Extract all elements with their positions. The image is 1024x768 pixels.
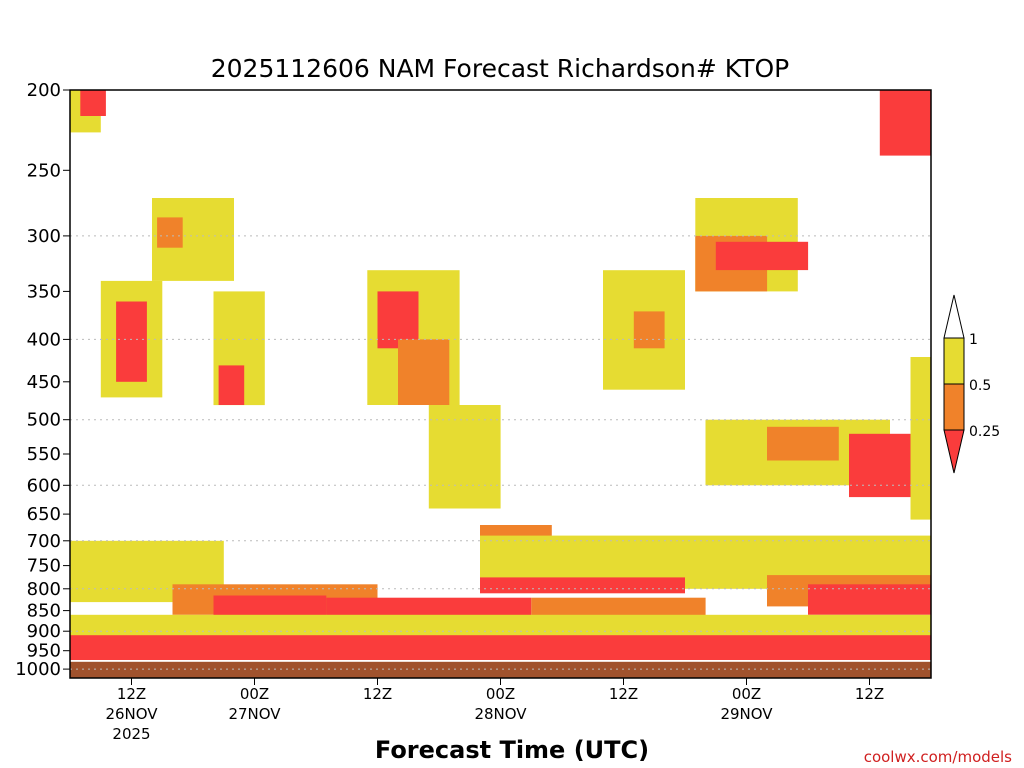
- x-tick-label: 12Z: [609, 685, 638, 703]
- ri-region: [80, 90, 106, 116]
- chart-title: 2025112606 NAM Forecast Richardson# KTOP: [211, 54, 790, 83]
- y-tick-label: 850: [27, 601, 61, 622]
- source-credit: coolwx.com/models: [864, 748, 1012, 766]
- x-tick-date: 27NOV: [228, 705, 281, 723]
- y-tick-label: 600: [27, 475, 61, 496]
- ri-region: [428, 405, 501, 509]
- x-tick-label: 00Z: [486, 685, 515, 703]
- x-tick-label: 00Z: [240, 685, 269, 703]
- x-axis-label: Forecast Time (UTC): [375, 736, 649, 764]
- ri-region: [398, 339, 450, 405]
- x-tick-label: 12Z: [117, 685, 146, 703]
- y-tick-label: 200: [27, 80, 61, 101]
- y-tick-label: 950: [27, 641, 61, 662]
- x-tick-date: 29NOV: [720, 705, 773, 723]
- ri-region: [767, 426, 839, 461]
- ri-region: [377, 291, 419, 349]
- colorbar-bin: [943, 383, 965, 431]
- y-tick-label: 650: [27, 504, 61, 525]
- x-tick-label: 12Z: [855, 685, 884, 703]
- ri-region: [157, 217, 183, 248]
- x-tick-date: 28NOV: [474, 705, 527, 723]
- colorbar: 1 0.5 0.25: [943, 294, 1000, 474]
- y-tick-label: 250: [27, 160, 61, 181]
- ri-region: [910, 357, 931, 520]
- ri-region: [70, 614, 931, 640]
- colorbar-bin: [943, 337, 965, 385]
- x-tick-date: 26NOV: [105, 705, 158, 723]
- y-tick-label: 550: [27, 444, 61, 465]
- y-tick-label: 700: [27, 531, 61, 552]
- ri-region: [70, 635, 931, 660]
- y-tick-label: 1000: [15, 659, 61, 680]
- ri-region: [808, 584, 931, 615]
- colorbar-level-label: 1: [969, 332, 978, 348]
- x-tick-label: 00Z: [732, 685, 761, 703]
- plot-area: [69, 89, 932, 679]
- ri-region: [633, 311, 665, 349]
- y-axis: 200 250 300 350 400 450 500 550 600 650 700 7508008…: [15, 80, 70, 680]
- ri-region: [879, 90, 932, 156]
- x-tick-year: 2025: [112, 725, 150, 743]
- colorbar-top-arrow: [943, 294, 965, 339]
- y-tick-label: 800: [27, 579, 61, 600]
- y-tick-label: 450: [27, 372, 61, 393]
- colorbar-level-label: 0.25: [969, 424, 1000, 440]
- ri-region: [116, 301, 147, 382]
- ri-regions: [70, 90, 932, 660]
- ri-region: [480, 577, 685, 594]
- x-axis: 12Z 26NOV 2025 00Z 27NOV 12Z 00Z 28NOV 12Z 00Z 29N…: [105, 678, 884, 743]
- y-tick-label: 750: [27, 556, 61, 577]
- y-tick-label: 400: [27, 329, 61, 350]
- y-tick-label: 350: [27, 281, 61, 302]
- ground-layer: [70, 661, 931, 678]
- y-tick-label: 300: [27, 226, 61, 247]
- colorbar-bottom-arrow: [943, 429, 965, 474]
- y-tick-label: 500: [27, 410, 61, 431]
- ri-region: [218, 365, 245, 405]
- ri-region: [715, 241, 809, 271]
- x-tick-label: 12Z: [363, 685, 392, 703]
- y-tick-label: 900: [27, 621, 61, 642]
- colorbar-level-label: 0.5: [969, 378, 991, 394]
